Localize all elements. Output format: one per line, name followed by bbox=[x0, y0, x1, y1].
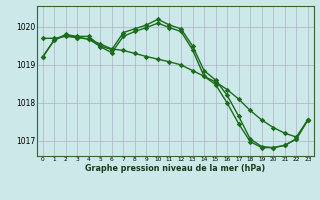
X-axis label: Graphe pression niveau de la mer (hPa): Graphe pression niveau de la mer (hPa) bbox=[85, 164, 265, 173]
